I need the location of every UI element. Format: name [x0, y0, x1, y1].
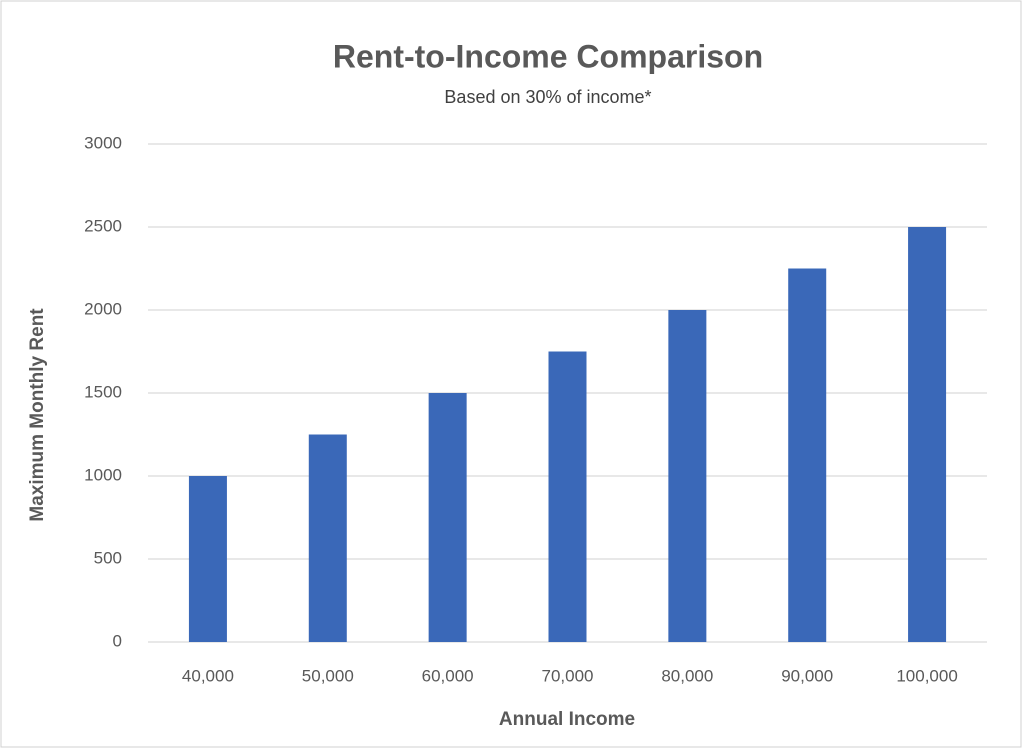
- bar: [788, 268, 827, 642]
- y-tick-label: 500: [94, 548, 122, 567]
- bar: [668, 310, 707, 642]
- x-tick-label: 50,000: [302, 666, 354, 685]
- bar: [308, 434, 347, 642]
- y-tick-label: 1500: [84, 382, 122, 401]
- y-tick-label: 0: [113, 631, 122, 650]
- bar: [188, 476, 227, 642]
- y-tick-label: 1000: [84, 465, 122, 484]
- x-axis-title: Annual Income: [499, 709, 635, 730]
- x-tick-label: 80,000: [661, 666, 713, 685]
- bar: [428, 393, 467, 642]
- x-tick-label: 100,000: [896, 666, 957, 685]
- chart-title: Rent-to-Income Comparison: [333, 38, 763, 74]
- y-tick-label: 2000: [84, 299, 122, 318]
- bar: [908, 227, 947, 642]
- bar: [548, 351, 587, 642]
- x-tick-label: 70,000: [542, 666, 594, 685]
- y-axis-title: Maximum Monthly Rent: [27, 308, 48, 522]
- y-tick-label: 2500: [84, 216, 122, 235]
- x-tick-label: 40,000: [182, 666, 234, 685]
- chart-subtitle: Based on 30% of income*: [444, 87, 651, 107]
- x-tick-label: 60,000: [422, 666, 474, 685]
- y-tick-label: 3000: [84, 133, 122, 152]
- x-tick-label: 90,000: [781, 666, 833, 685]
